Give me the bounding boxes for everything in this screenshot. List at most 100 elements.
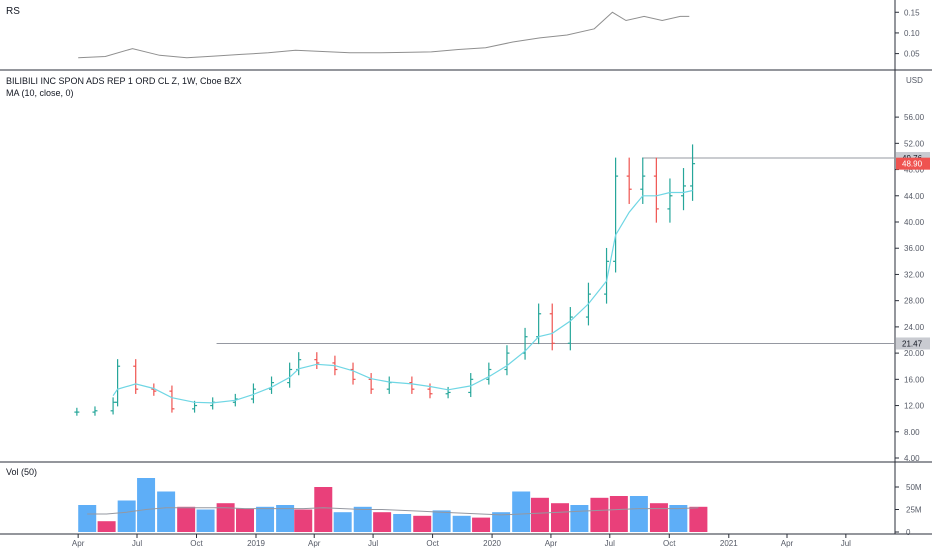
price-tick-label: 36.00 bbox=[904, 244, 925, 253]
price-tick-label: 48.00 bbox=[904, 166, 925, 175]
volume-bar bbox=[432, 510, 451, 532]
volume-bar bbox=[649, 503, 668, 532]
x-tick-label: Apr bbox=[781, 539, 794, 548]
x-tick-label: Oct bbox=[426, 539, 439, 548]
x-tick-label: 2020 bbox=[483, 539, 501, 548]
volume-tick-label: 50M bbox=[906, 483, 922, 492]
price-bar bbox=[386, 376, 392, 394]
rs-y-ticks: 0.15 0.10 0.05 bbox=[895, 8, 920, 59]
price-bar bbox=[92, 406, 98, 416]
volume-bar bbox=[629, 496, 648, 532]
volume-bar bbox=[689, 506, 708, 532]
price-tick-label: 4.00 bbox=[904, 454, 920, 463]
volume-bar bbox=[452, 515, 471, 532]
rs-series-line bbox=[78, 11, 690, 59]
volume-tick-label: 25M bbox=[906, 506, 922, 515]
price-bar bbox=[296, 352, 302, 376]
price-tick-label: 44.00 bbox=[904, 192, 925, 201]
x-tick-label: Oct bbox=[663, 539, 676, 548]
volume-bar bbox=[236, 508, 255, 532]
rs-tick-label: 0.10 bbox=[904, 29, 920, 38]
volume-bar bbox=[137, 478, 156, 532]
ma-series-line bbox=[112, 189, 693, 404]
x-tick-label: Oct bbox=[190, 539, 203, 548]
price-bar bbox=[626, 157, 632, 204]
price-tick-label: 20.00 bbox=[904, 349, 925, 358]
price-tag-box bbox=[896, 337, 930, 350]
price-bar bbox=[681, 168, 687, 211]
volume-bar bbox=[570, 505, 589, 532]
price-bar bbox=[690, 144, 696, 201]
price-tag-box bbox=[896, 157, 930, 170]
price-bar bbox=[613, 157, 619, 273]
volume-bar bbox=[413, 515, 432, 532]
price-bar bbox=[287, 362, 293, 388]
price-bar bbox=[151, 383, 157, 396]
x-tick-label: 2019 bbox=[247, 539, 265, 548]
volume-bar bbox=[276, 505, 295, 532]
volume-bar bbox=[196, 509, 215, 532]
volume-bar bbox=[157, 491, 176, 532]
x-tick-label: Apr bbox=[72, 539, 85, 548]
x-tick-label: Jul bbox=[841, 539, 851, 548]
volume-bar bbox=[333, 512, 352, 532]
volume-bar bbox=[609, 496, 628, 532]
x-tick-label: Apr bbox=[545, 539, 558, 548]
price-tick-label: 12.00 bbox=[904, 402, 925, 411]
price-bar bbox=[314, 352, 320, 370]
volume-pane-title: Vol (50) bbox=[6, 467, 37, 477]
price-bar bbox=[133, 359, 139, 394]
price-bar bbox=[269, 376, 275, 394]
x-tick-label: Jul bbox=[132, 539, 142, 548]
volume-bars bbox=[78, 478, 708, 532]
volume-bar bbox=[353, 506, 372, 532]
x-tick-label: Jul bbox=[368, 539, 378, 548]
volume-bar bbox=[530, 497, 549, 532]
volume-bar bbox=[393, 514, 412, 532]
price-tick-label: 32.00 bbox=[904, 270, 925, 279]
rs-pane-title: RS bbox=[6, 6, 20, 17]
price-bar bbox=[350, 362, 356, 385]
price-bar bbox=[667, 178, 673, 223]
price-axis-currency: USD bbox=[906, 76, 923, 85]
price-tag-label: 21.47 bbox=[902, 339, 923, 348]
volume-bar bbox=[256, 506, 275, 532]
price-bar bbox=[486, 362, 492, 385]
price-y-ticks: 56.00 52.00 48.00 44.00 40.00 36.00 32.00 28.00… bbox=[895, 113, 925, 463]
price-bar bbox=[445, 386, 451, 399]
x-tick-label: Jul bbox=[605, 539, 615, 548]
price-bar bbox=[250, 383, 256, 404]
price-bar bbox=[653, 157, 659, 223]
rs-tick-label: 0.15 bbox=[904, 8, 920, 17]
ma-indicator-label: MA (10, close, 0) bbox=[6, 88, 74, 98]
price-bar bbox=[604, 247, 610, 304]
volume-bar bbox=[97, 521, 116, 532]
volume-bar bbox=[314, 487, 333, 532]
price-tick-label: 28.00 bbox=[904, 297, 925, 306]
price-bar bbox=[368, 373, 374, 394]
price-bar bbox=[110, 397, 116, 415]
volume-bar bbox=[512, 491, 531, 532]
x-tick-label: 2021 bbox=[720, 539, 738, 548]
price-tick-label: 52.00 bbox=[904, 139, 925, 148]
volume-ma-line bbox=[87, 507, 699, 516]
price-tick-label: 24.00 bbox=[904, 323, 925, 332]
pane-frames bbox=[0, 0, 932, 535]
price-bar bbox=[504, 345, 510, 376]
volume-bar bbox=[590, 497, 609, 532]
time-axis-ticks: Apr Jul Oct 2019 Apr Jul Oct 2020 Apr Jul Oct 2021 A… bbox=[72, 534, 851, 548]
volume-bar bbox=[177, 506, 196, 532]
price-bar bbox=[74, 407, 80, 416]
price-bar bbox=[468, 373, 474, 398]
price-bar bbox=[409, 376, 415, 394]
x-tick-label: Apr bbox=[308, 539, 321, 548]
volume-tick-label: 0 bbox=[906, 528, 911, 537]
price-bar bbox=[169, 385, 175, 413]
volume-bar bbox=[669, 505, 688, 532]
price-tick-label: 40.00 bbox=[904, 218, 925, 227]
price-bar bbox=[549, 303, 555, 351]
horizontal-lines bbox=[216, 157, 895, 344]
price-bars bbox=[74, 144, 696, 416]
